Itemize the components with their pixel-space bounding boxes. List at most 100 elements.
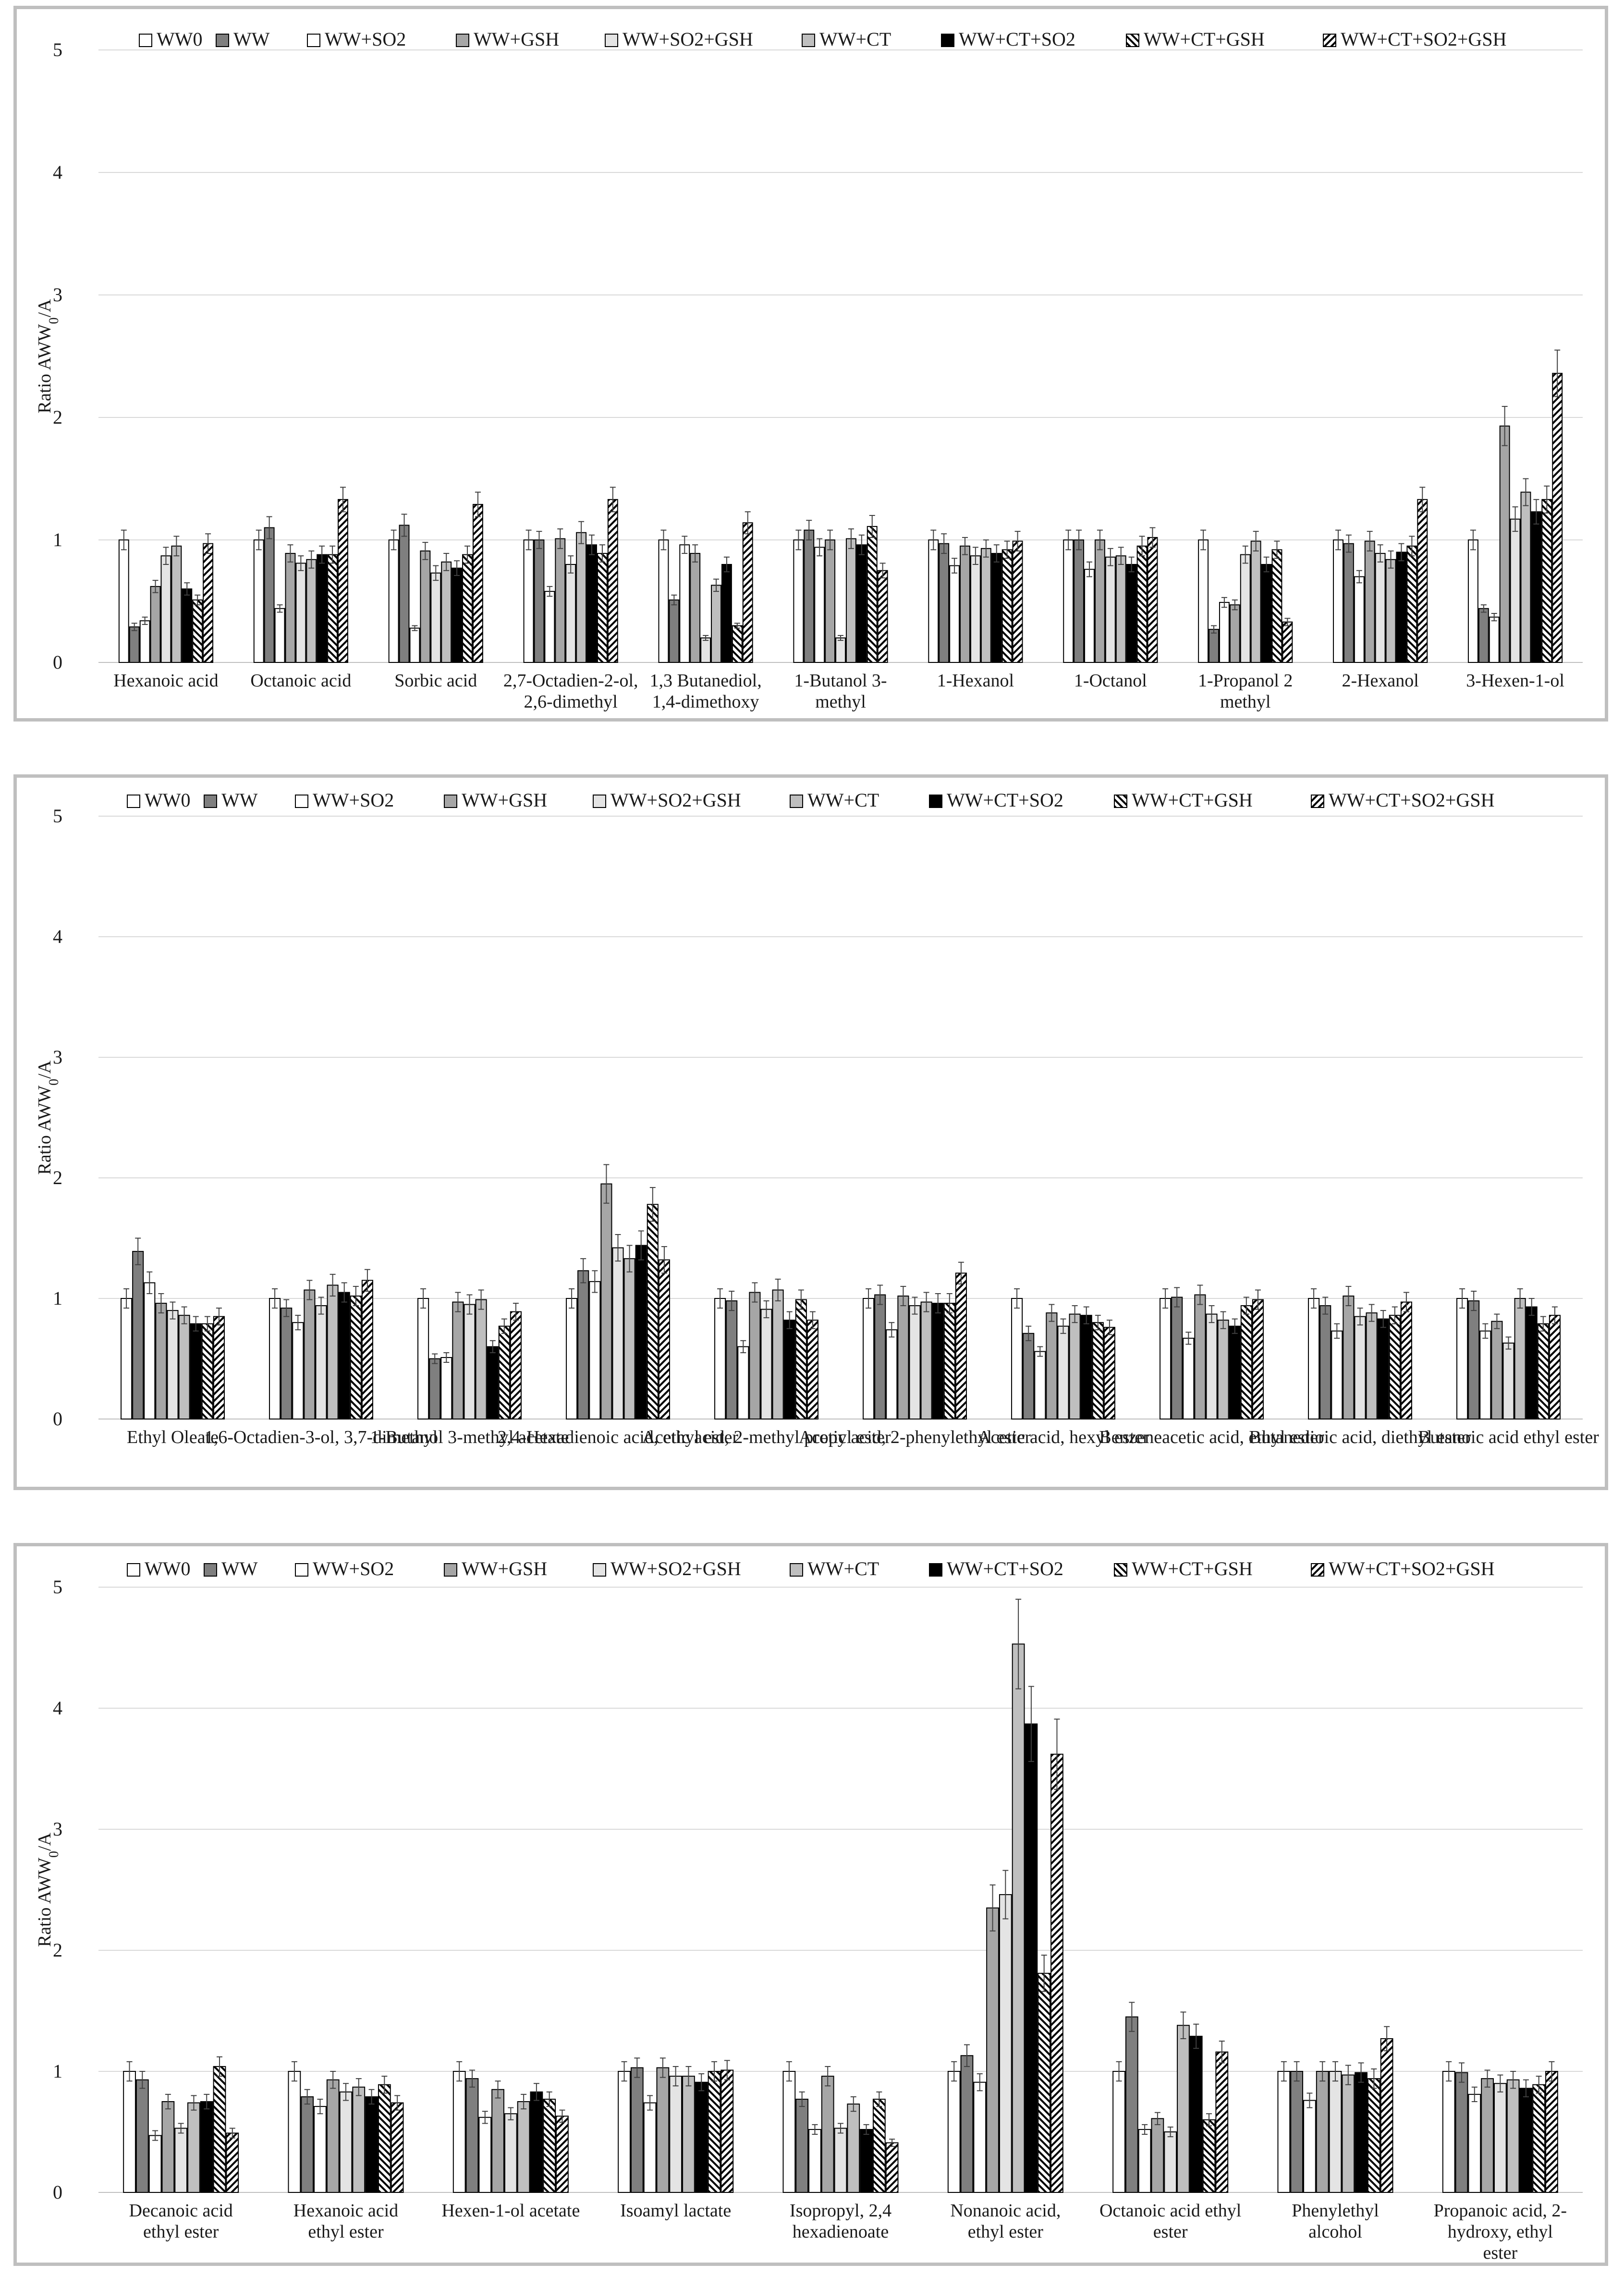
bar-ww-so2-gsh-3 bbox=[565, 564, 576, 663]
chart-panel-1: 0 1 2 3 4 5 Ratio AWW0/A Hexanoic acid Octanoic … bbox=[13, 6, 1608, 722]
bar-ww-ct-6 bbox=[1069, 1313, 1081, 1419]
bar-ww-ct-gsh-2 bbox=[462, 554, 473, 663]
bar-ww-ct-so2-gsh-3 bbox=[607, 499, 618, 663]
bar-ww-gsh-0 bbox=[161, 2101, 175, 2193]
bar-ww-ct-so2-gsh-3 bbox=[720, 2069, 734, 2193]
bar-ww-8 bbox=[1319, 1305, 1331, 1420]
x-category-label: 1-Butanol 3-methyl acetate bbox=[370, 1427, 569, 1447]
bar-ww-ct-gsh-9 bbox=[1406, 545, 1417, 663]
bar-ww-ct-0 bbox=[178, 1315, 190, 1420]
bar-ww-ct-so2-gsh-7 bbox=[1380, 2038, 1393, 2193]
x-category-label: Acetic acid, 2-phenylethyl ester bbox=[799, 1427, 1031, 1447]
bar-ww-ct-so2-4 bbox=[721, 564, 732, 663]
x-category-label: Decanoic acid ethyl ester bbox=[129, 2201, 233, 2242]
bar-ww-so2-gsh-4 bbox=[834, 2128, 847, 2193]
bar-ww0-7 bbox=[1277, 2071, 1291, 2193]
bar-ww-ct-so2-2 bbox=[530, 2091, 543, 2193]
bar-ww0-3 bbox=[566, 1298, 578, 1419]
bar-ww-so2-gsh-4 bbox=[700, 637, 711, 663]
bar-ww-ct-so2-8 bbox=[1377, 1318, 1389, 1420]
legend-swatch-ww-ct-so2 bbox=[941, 34, 954, 47]
y-axis-label: Ratio AWW0/A bbox=[35, 299, 61, 413]
bar-ww-2 bbox=[465, 2078, 479, 2193]
legend-swatch-ww bbox=[216, 34, 229, 47]
bar-ww-so2-6 bbox=[949, 565, 960, 663]
bar-ww-ct-so2-gsh-0 bbox=[226, 2132, 239, 2193]
legend-swatch-ww-ct-so2-gsh bbox=[1323, 34, 1336, 47]
legend-label-ww-ct-so2: WW+CT+SO2 bbox=[947, 1558, 1063, 1579]
x-category-label: 3-Hexen-1-ol bbox=[1466, 671, 1564, 691]
bar-ww-ct-so2-gsh-7 bbox=[1252, 1299, 1264, 1420]
bar-ww-7 bbox=[1290, 2071, 1304, 2193]
x-category-label: Acetic acid, hexyl ester bbox=[977, 1427, 1149, 1447]
y-tick-label: 1 bbox=[53, 529, 62, 551]
bar-ww-so2-gsh-7 bbox=[1206, 1313, 1218, 1419]
bar-ww-gsh-4 bbox=[821, 2076, 834, 2193]
bar-ww0-2 bbox=[388, 539, 399, 663]
legend-label-ww-gsh: WW+GSH bbox=[462, 789, 547, 811]
x-category-label: Benzeneacetic acid, ethyl ester bbox=[1099, 1427, 1324, 1447]
legend-swatch-ww-ct-gsh bbox=[1114, 1563, 1127, 1577]
bar-ww-so2-gsh-0 bbox=[174, 2128, 188, 2193]
bar-ww-ct-so2-gsh-7 bbox=[1147, 537, 1158, 663]
bar-ww-so2-gsh-0 bbox=[167, 1310, 179, 1419]
chart-panel-2: 0 1 2 3 4 5 Ratio AWW0/A Ethyl Oleate 1,6-Octadi… bbox=[13, 774, 1608, 1490]
bar-ww-so2-7 bbox=[1303, 2100, 1316, 2193]
legend-swatch-ww0 bbox=[127, 1563, 140, 1577]
x-category-label: Isopropyl, 2,4 hexadienoate bbox=[790, 2201, 891, 2242]
bar-ww-6 bbox=[1023, 1333, 1035, 1420]
bar-ww-ct-so2-0 bbox=[200, 2101, 213, 2193]
bar-ww-so2-5 bbox=[886, 1329, 898, 1420]
bar-ww-so2-gsh-8 bbox=[1240, 554, 1251, 663]
bar-ww-ct-0 bbox=[171, 545, 182, 663]
bar-ww-ct-5 bbox=[920, 1301, 932, 1420]
bar-ww0-9 bbox=[1456, 1298, 1468, 1419]
bar-ww-gsh-6 bbox=[960, 545, 970, 663]
bar-ww-ct-gsh-0 bbox=[213, 2066, 226, 2193]
legend-label-ww-so2: WW+SO2 bbox=[313, 1558, 394, 1579]
y-tick-label: 4 bbox=[53, 161, 62, 183]
bar-ww-so2-gsh-2 bbox=[430, 572, 441, 663]
bar-ww0-5 bbox=[793, 539, 804, 663]
legend-swatch-ww bbox=[204, 1563, 217, 1577]
bar-ww-gsh-3 bbox=[656, 2067, 670, 2193]
bar-ww-so2-2 bbox=[409, 627, 420, 663]
bar-ww-so2-6 bbox=[1034, 1351, 1046, 1419]
bar-ww-so2-5 bbox=[814, 547, 825, 663]
bar-ww-gsh-6 bbox=[1046, 1312, 1058, 1419]
bar-ww-so2-gsh-9 bbox=[1375, 553, 1386, 663]
bar-ww-ct-1 bbox=[327, 1285, 339, 1419]
bar-ww-gsh-5 bbox=[825, 539, 836, 663]
bar-ww-3 bbox=[630, 2067, 644, 2193]
bar-ww-1 bbox=[281, 1308, 293, 1419]
legend-label-ww0: WW0 bbox=[157, 28, 203, 50]
bar-ww-ct-gsh-6 bbox=[1001, 549, 1013, 663]
bar-ww-so2-gsh-8 bbox=[1493, 2083, 1507, 2193]
x-category-label: Hexanoic acid ethyl ester bbox=[293, 2201, 398, 2242]
bar-ww-ct-gsh-7 bbox=[1367, 2078, 1380, 2193]
legend-label-ww-ct-so2: WW+CT+SO2 bbox=[947, 789, 1063, 811]
bar-ww-ct-4 bbox=[847, 2104, 860, 2193]
bar-ww-so2-8 bbox=[1331, 1330, 1343, 1420]
bar-ww-ct-so2-5 bbox=[932, 1303, 944, 1420]
bar-ww-ct-so2-1 bbox=[317, 554, 328, 663]
bar-ww0-1 bbox=[288, 2071, 301, 2193]
legend-label-ww-so2: WW+SO2 bbox=[313, 789, 394, 811]
bar-ww-ct-2 bbox=[441, 561, 452, 663]
legend-label-ww: WW bbox=[221, 1558, 258, 1579]
bar-ww-so2-8 bbox=[1468, 2093, 1481, 2193]
bar-ww-ct-gsh-0 bbox=[201, 1323, 213, 1419]
legend-swatch-ww-ct-so2-gsh bbox=[1311, 1563, 1324, 1577]
bar-ww-ct-so2-gsh-6 bbox=[1012, 540, 1023, 663]
bar-ww-gsh-0 bbox=[150, 586, 161, 663]
bar-ww-ct-so2-gsh-8 bbox=[1282, 621, 1293, 663]
bar-ww-ct-so2-10 bbox=[1531, 511, 1542, 663]
y-tick-label: 5 bbox=[53, 39, 62, 61]
bar-ww-ct-so2-gsh-2 bbox=[510, 1311, 522, 1419]
bar-ww0-9 bbox=[1333, 539, 1343, 663]
bar-ww-ct-4 bbox=[711, 585, 721, 663]
bar-ww-ct-gsh-4 bbox=[795, 1299, 807, 1420]
bar-ww-gsh-1 bbox=[304, 1289, 316, 1420]
y-tick-label: 1 bbox=[53, 2060, 62, 2082]
bar-ww-ct-so2-gsh-2 bbox=[472, 504, 483, 663]
